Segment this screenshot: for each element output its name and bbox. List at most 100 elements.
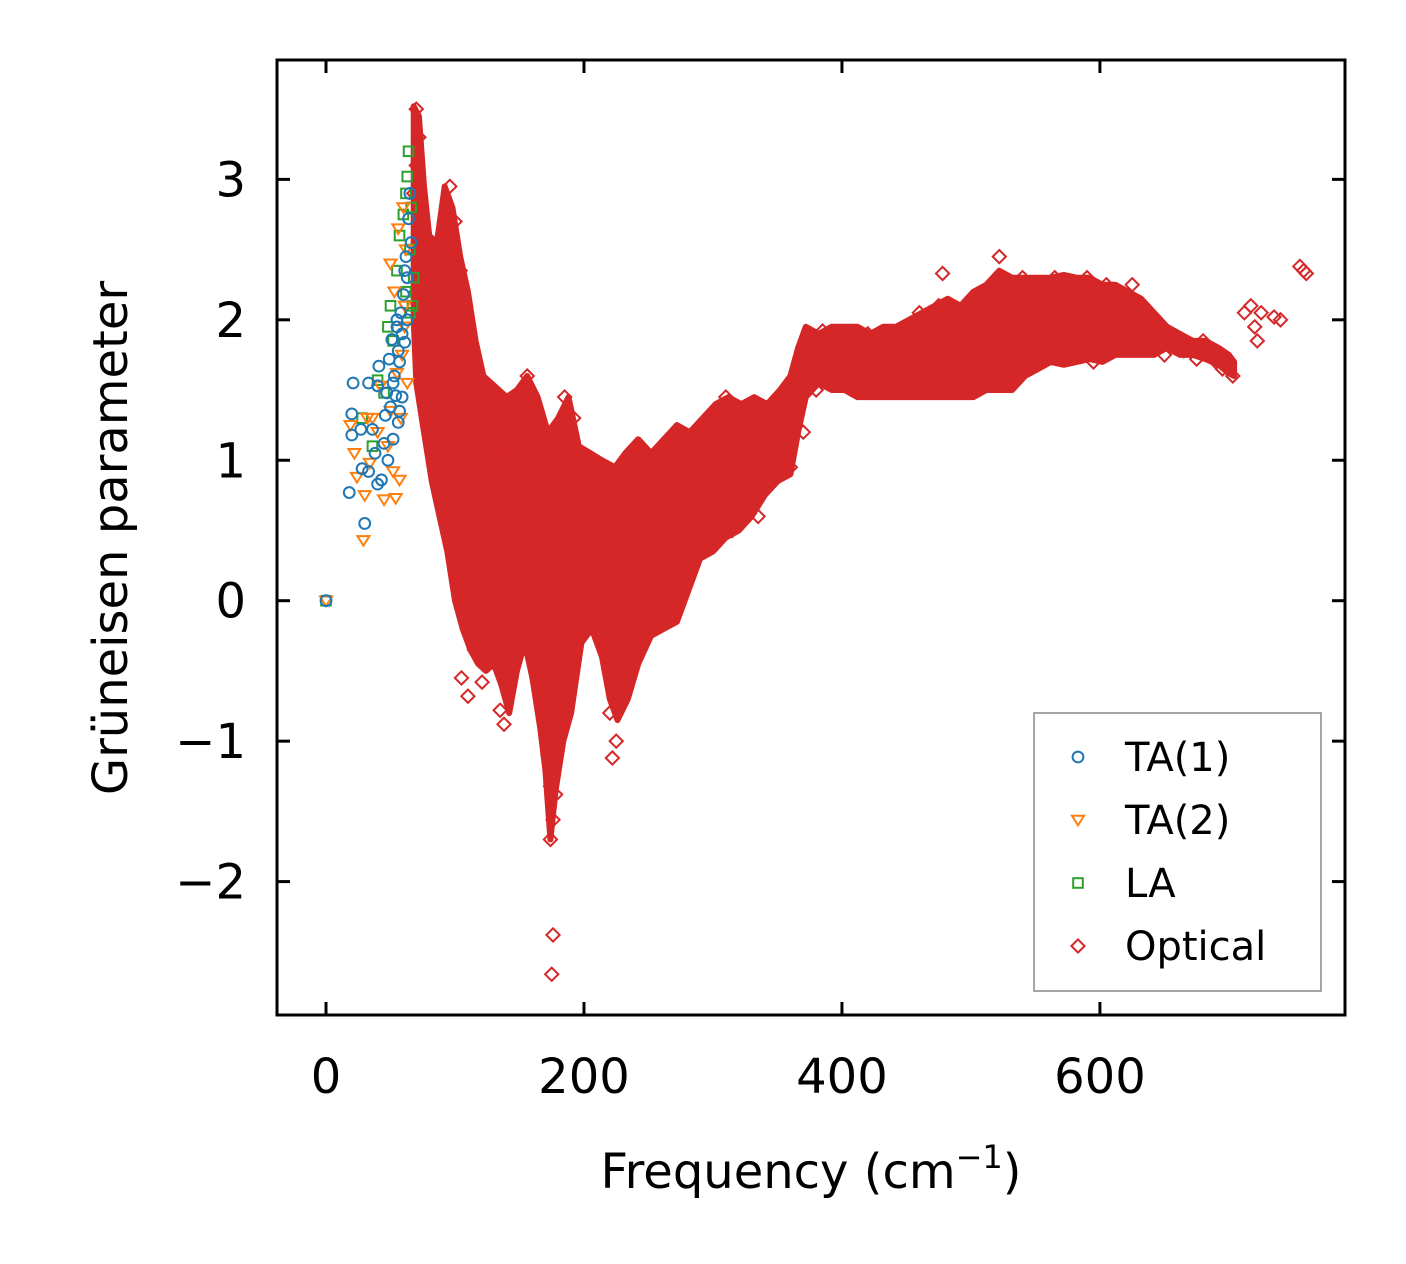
data-point	[560, 550, 577, 567]
data-point	[375, 473, 388, 487]
data-point	[797, 367, 814, 385]
data-point	[668, 592, 685, 609]
data-point	[545, 811, 562, 828]
data-point	[547, 786, 564, 803]
data-point	[995, 276, 1012, 293]
data-point	[724, 522, 741, 539]
data-point	[601, 705, 618, 722]
data-point	[517, 543, 534, 560]
data-point	[672, 564, 689, 581]
data-point	[319, 594, 333, 608]
data-point	[814, 323, 831, 340]
data-point	[539, 747, 556, 764]
data-point	[1066, 311, 1083, 328]
legend-marker	[1072, 877, 1084, 889]
data-point	[792, 351, 809, 368]
data-point	[399, 377, 416, 391]
legend-entry: TA(2)	[1070, 798, 1230, 844]
data-point	[524, 592, 541, 609]
data-point	[376, 494, 392, 507]
data-point	[1001, 375, 1018, 392]
data-point	[364, 412, 381, 426]
data-point	[514, 396, 531, 413]
y-tick-label: 3	[215, 152, 246, 208]
data-point	[426, 367, 443, 385]
data-point	[1214, 360, 1231, 377]
data-point	[440, 403, 457, 420]
data-point	[1137, 311, 1154, 328]
x-tick-label: 400	[796, 1049, 888, 1105]
data-point	[395, 390, 409, 404]
legend-label: TA(2)	[1124, 798, 1230, 844]
data-point	[492, 702, 509, 719]
data-point	[666, 515, 683, 532]
data-point	[1246, 318, 1263, 335]
data-point	[991, 248, 1008, 265]
data-point	[391, 264, 403, 277]
data-point	[529, 452, 546, 469]
series-optical	[405, 101, 1315, 983]
x-axis-label-suffix: )	[1003, 1144, 1022, 1200]
data-point	[534, 669, 551, 686]
data-point	[924, 346, 941, 363]
data-point	[1040, 346, 1057, 363]
data-point	[408, 283, 425, 300]
data-point	[659, 438, 676, 455]
data-point	[859, 325, 876, 342]
data-point	[385, 466, 401, 479]
data-point	[750, 508, 767, 525]
data-point	[398, 335, 412, 349]
data-point	[400, 313, 414, 327]
data-point	[371, 379, 385, 393]
data-point	[472, 396, 489, 413]
data-point	[395, 327, 409, 341]
data-point	[408, 101, 425, 118]
data-point	[530, 634, 547, 651]
data-point	[821, 353, 838, 370]
data-point	[943, 304, 960, 321]
y-tick-label: 2	[215, 293, 246, 349]
data-point	[496, 716, 513, 733]
data-point	[405, 185, 422, 202]
data-point	[391, 474, 408, 488]
data-point	[743, 417, 760, 434]
data-point	[407, 271, 420, 284]
data-point	[730, 452, 747, 469]
data-point	[1098, 276, 1115, 293]
data-point	[1249, 332, 1266, 349]
data-point	[885, 375, 902, 392]
data-point	[634, 452, 651, 469]
series-ta-1-	[319, 187, 418, 608]
data-point	[608, 733, 625, 750]
data-point	[1130, 332, 1147, 349]
data-point	[545, 926, 562, 943]
data-point	[550, 719, 567, 736]
data-point	[349, 471, 365, 485]
legend-entry: Optical	[1069, 924, 1266, 970]
x-axis-label-superscript: −1	[956, 1138, 1003, 1176]
legend-marker	[1069, 937, 1087, 955]
data-point	[898, 318, 915, 335]
data-point	[782, 459, 799, 476]
data-point	[397, 288, 410, 301]
data-point	[911, 304, 928, 321]
axis-ticks: 0 200 400 600 −2 −1 0 1 2 3	[175, 60, 1345, 1105]
data-point	[704, 424, 721, 441]
data-point	[1195, 332, 1212, 349]
data-point	[462, 613, 479, 630]
data-point	[457, 578, 474, 595]
data-point	[1091, 297, 1108, 314]
data-point	[1033, 311, 1050, 328]
data-point	[362, 457, 378, 471]
data-point	[717, 389, 734, 406]
data-point	[345, 407, 359, 421]
data-point	[917, 367, 934, 385]
data-point	[355, 535, 372, 548]
data-point	[459, 480, 476, 497]
data-point	[394, 306, 408, 320]
data-point	[833, 375, 850, 392]
data-point	[711, 487, 728, 504]
data-point	[498, 438, 515, 455]
